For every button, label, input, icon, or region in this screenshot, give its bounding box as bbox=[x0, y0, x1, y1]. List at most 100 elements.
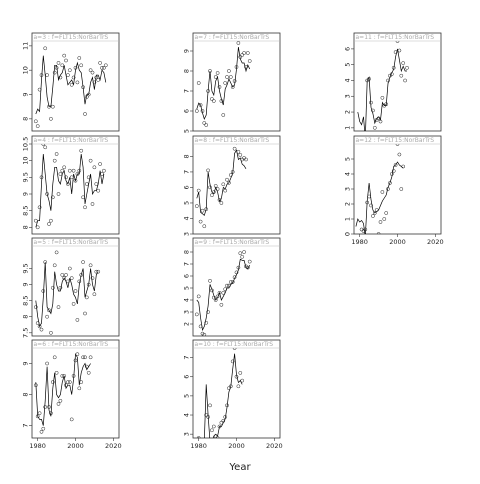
y-tick-label: 7 bbox=[183, 89, 191, 93]
data-point bbox=[219, 201, 224, 205]
data-point bbox=[100, 172, 104, 176]
data-point bbox=[196, 436, 201, 438]
data-point bbox=[39, 327, 44, 332]
data-point bbox=[47, 222, 51, 226]
data-point bbox=[94, 269, 99, 274]
data-point bbox=[391, 65, 396, 70]
y-tick-label: 8.5 bbox=[22, 295, 30, 305]
data-point bbox=[211, 190, 216, 194]
data-point bbox=[98, 61, 102, 65]
data-point bbox=[35, 321, 40, 325]
data-point bbox=[238, 251, 243, 256]
data-point bbox=[39, 429, 44, 434]
panel-frame bbox=[192, 32, 281, 132]
data-point bbox=[37, 87, 42, 92]
data-point bbox=[37, 411, 42, 416]
data-point bbox=[77, 279, 82, 284]
data-point bbox=[234, 270, 239, 275]
y-tick-label: 9 bbox=[183, 49, 191, 53]
y-tick-label: 4 bbox=[183, 298, 191, 302]
data-point bbox=[62, 165, 67, 170]
y-tick-label: 10.5 bbox=[22, 137, 30, 151]
data-point bbox=[221, 418, 226, 423]
x-tick-label: 1980 bbox=[351, 238, 368, 246]
data-point bbox=[225, 403, 229, 408]
y-tick-label: 9 bbox=[22, 192, 30, 196]
data-point bbox=[384, 211, 389, 215]
plot-area bbox=[33, 144, 106, 230]
data-point bbox=[221, 182, 226, 187]
panel-frame bbox=[192, 339, 281, 439]
fitted-line bbox=[35, 353, 91, 426]
data-point bbox=[43, 145, 48, 150]
data-point bbox=[200, 109, 205, 113]
data-point bbox=[227, 180, 231, 185]
data-point bbox=[384, 102, 389, 107]
data-point bbox=[37, 324, 42, 329]
data-point bbox=[378, 119, 383, 124]
data-point bbox=[100, 65, 104, 70]
data-point bbox=[401, 61, 406, 65]
data-point bbox=[66, 380, 70, 384]
y-tick-label: 9.5 bbox=[22, 172, 30, 182]
data-point bbox=[395, 41, 400, 43]
data-point bbox=[73, 178, 78, 183]
data-point bbox=[64, 273, 68, 277]
data-point bbox=[50, 195, 55, 200]
data-point bbox=[204, 413, 209, 417]
panel-title: a=7 : f=FLT15:NorBarTrS bbox=[195, 34, 270, 41]
data-point bbox=[198, 103, 203, 107]
data-point bbox=[217, 85, 222, 89]
data-point bbox=[223, 81, 228, 85]
fitted-line bbox=[196, 258, 251, 332]
data-point bbox=[399, 73, 404, 78]
data-point bbox=[88, 158, 93, 163]
data-point bbox=[215, 436, 220, 438]
x-tick-label: 2020 bbox=[427, 238, 444, 246]
data-point bbox=[236, 149, 241, 154]
data-point bbox=[236, 384, 241, 389]
y-tick-label: 3 bbox=[344, 187, 352, 191]
data-point bbox=[49, 330, 53, 335]
data-point bbox=[232, 146, 237, 151]
data-point bbox=[221, 290, 226, 295]
y-tick-label: 4 bbox=[344, 78, 352, 82]
data-point bbox=[208, 69, 212, 73]
panel-title: a=11 : f=FLT15:NorBarTrS bbox=[356, 34, 435, 41]
data-point bbox=[92, 80, 97, 85]
data-point bbox=[230, 170, 235, 174]
data-point bbox=[60, 273, 65, 277]
y-tick-label: 8 bbox=[22, 315, 30, 319]
y-tick-label: 5 bbox=[344, 157, 352, 161]
y-tick-label: 6 bbox=[183, 109, 191, 113]
plot-area bbox=[194, 250, 252, 336]
data-point bbox=[71, 302, 76, 306]
data-point bbox=[84, 364, 89, 369]
data-point bbox=[405, 65, 409, 70]
panel-title: a=8 : f=FLT15:NorBarTrS bbox=[195, 137, 270, 144]
y-tick-label: 3 bbox=[183, 310, 191, 314]
data-point bbox=[77, 168, 82, 173]
data-point bbox=[393, 163, 398, 167]
plot-area bbox=[33, 46, 108, 128]
data-point bbox=[247, 59, 252, 63]
data-point bbox=[196, 81, 201, 85]
panel-title: a=5 : f=FLT15:NorBarTrS bbox=[34, 239, 109, 246]
data-point bbox=[382, 217, 387, 221]
data-point bbox=[217, 290, 222, 295]
y-tick-label: 6 bbox=[183, 185, 191, 189]
data-point bbox=[238, 371, 243, 375]
data-point bbox=[69, 82, 74, 87]
data-point bbox=[47, 405, 51, 409]
data-point bbox=[208, 278, 212, 283]
data-point bbox=[223, 415, 228, 419]
data-point bbox=[77, 56, 82, 60]
y-tick-label: 3 bbox=[183, 232, 191, 236]
y-tick-label: 8 bbox=[183, 69, 191, 73]
plot-area bbox=[194, 144, 248, 229]
data-point bbox=[206, 89, 210, 93]
data-point bbox=[204, 320, 209, 325]
data-point bbox=[395, 144, 400, 146]
y-tick-label: 6 bbox=[344, 47, 352, 51]
data-point bbox=[376, 116, 381, 121]
